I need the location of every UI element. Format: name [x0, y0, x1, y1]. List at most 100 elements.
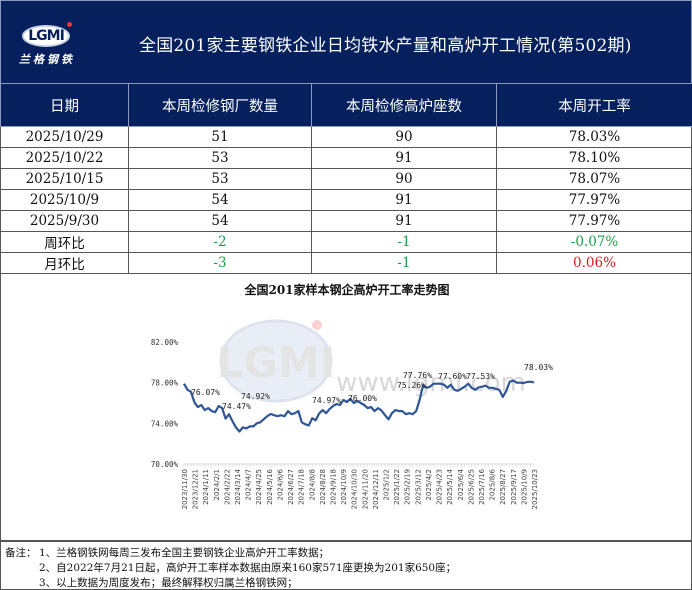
month-change-mills: -3 — [128, 252, 312, 274]
cell-date: 2025/10/29 — [0, 126, 129, 148]
note-2: 2、自2022年7月21日起，高炉开工率样本数据由原来160家571座更换为20… — [39, 562, 457, 574]
lgmi-logo: LGMI 兰格钢铁 — [17, 19, 75, 67]
x-tick-label: 2024/6/6 — [276, 468, 284, 500]
x-tick-label: 2024/10/9 — [340, 469, 348, 505]
note-3: 3、以上数据为周度发布；最终解释权归属兰格钢铁网； — [39, 577, 298, 589]
table-row: 2025/10/29 51 90 78.03% — [0, 126, 692, 148]
x-tick-label: 2025/6/4 — [457, 468, 465, 500]
month-change-rate: 0.06% — [496, 252, 692, 274]
cell-rate: 78.03% — [496, 126, 692, 148]
x-tick-label: 2024/8/8 — [308, 469, 316, 500]
data-label: 78.03% — [524, 363, 553, 372]
x-tick-label: 2025/7/16 — [478, 468, 486, 504]
data-label: 74.47% — [222, 402, 251, 411]
x-tick-label: 2024/2/1 — [213, 469, 221, 500]
cell-date: 2025/10/22 — [0, 147, 129, 169]
cell-rate: 77.97% — [496, 189, 692, 211]
line-chart: LGMI www.lgmi.com 82.00% 78.00% 74.00% 70.00%… — [151, 319, 553, 509]
cell-furnaces: 91 — [311, 189, 497, 211]
x-tick-label: 2025/8/6 — [489, 468, 497, 500]
cell-rate: 77.97% — [496, 210, 692, 232]
data-label: 76.00% — [348, 394, 377, 403]
data-label: 76.07% — [191, 388, 220, 397]
data-label: 77.60% — [438, 372, 467, 381]
y-tick-label: 78.00% — [151, 379, 179, 388]
cell-date: 2025/10/15 — [0, 168, 129, 190]
data-label: 77.53% — [466, 372, 495, 381]
x-tick-label: 2024/6/27 — [287, 469, 295, 505]
x-tick-label: 2024/4/7 — [245, 469, 253, 500]
x-tick-label: 2024/3/14 — [234, 468, 242, 504]
x-tick-label: 2024/4/25 — [255, 469, 263, 505]
furnace-data-table: 日期 本周检修钢厂数量 本周检修高炉座数 本周开工率 2025/10/29 51… — [0, 83, 692, 274]
x-tick-label: 2024/10/30 — [351, 469, 359, 509]
month-change-label: 月环比 — [0, 252, 129, 274]
x-tick-label: 2024/11/20 — [361, 469, 369, 509]
x-tick-label: 2025/1/2 — [383, 469, 391, 500]
col-header-rate: 本周开工率 — [496, 83, 692, 127]
page-title: 全国201家主要钢铁企业日均铁水产量和高炉开工情况(第502期) — [139, 36, 632, 56]
table-row: 2025/10/15 53 90 78.07% — [0, 168, 692, 190]
x-tick-label: 2024/7/18 — [298, 469, 306, 505]
cell-mills: 53 — [128, 147, 312, 169]
data-label: 74.92% — [241, 392, 270, 401]
notes-prefix: 备注： — [5, 547, 37, 559]
data-label: 74.97% — [312, 396, 341, 405]
x-tick-label: 2025/10/23 — [531, 469, 539, 509]
month-change-row: 月环比 -3 -1 0.06% — [0, 252, 692, 274]
x-tick-label: 2023/12/21 — [192, 469, 200, 509]
x-tick-label: 2025/6/25 — [467, 469, 475, 505]
table-row: 2025/9/30 54 91 77.97% — [0, 210, 692, 232]
month-change-furnaces: -1 — [311, 252, 497, 274]
logo-text-cn: 兰格钢铁 — [19, 53, 75, 66]
chart-title: 全国201家样本钢企高炉开工率走势图 — [244, 283, 450, 297]
y-tick-label: 82.00% — [151, 338, 179, 347]
week-change-label: 周环比 — [0, 231, 129, 253]
x-tick-label: 2024/12/11 — [372, 469, 380, 509]
cell-rate: 78.10% — [496, 147, 692, 169]
x-tick-label: 2024/9/18 — [329, 469, 337, 505]
cell-furnaces: 91 — [311, 147, 497, 169]
x-tick-label: 2025/2/19 — [404, 469, 412, 505]
x-tick-label: 2025/4/23 — [436, 469, 444, 505]
week-change-mills: -2 — [128, 231, 312, 253]
week-change-rate: -0.07% — [496, 231, 692, 253]
x-tick-label: 2024/5/16 — [266, 468, 274, 504]
x-tick-label: 2023/11/30 — [181, 469, 189, 509]
col-header-furnaces: 本周检修高炉座数 — [311, 83, 497, 127]
table-header-row: 日期 本周检修钢厂数量 本周检修高炉座数 本周开工率 — [0, 83, 692, 127]
title-bar: LGMI 兰格钢铁 全国201家主要钢铁企业日均铁水产量和高炉开工情况(第502… — [0, 0, 692, 84]
note-1: 1、兰格钢铁网每周三发布全国主要钢铁企业高炉开工率数据； — [39, 547, 330, 559]
x-tick-label: 2025/9/17 — [510, 469, 518, 505]
notes-section: 备注： 1、兰格钢铁网每周三发布全国主要钢铁企业高炉开工率数据； 2、自2022… — [0, 541, 692, 590]
x-tick-label: 2025/10/9 — [520, 469, 528, 505]
y-tick-label: 70.00% — [151, 460, 179, 469]
cell-mills: 53 — [128, 168, 312, 190]
watermark-logo: LGMI — [217, 319, 335, 403]
x-tick-label: 2025/4/2 — [425, 469, 433, 500]
x-tick-label: 2025/3/12 — [414, 469, 422, 505]
cell-date: 2025/10/9 — [0, 189, 129, 211]
y-tick-label: 74.00% — [151, 419, 179, 428]
logo-text-en: LGMI — [28, 28, 65, 44]
cell-furnaces: 91 — [311, 210, 497, 232]
series-line — [183, 379, 535, 433]
data-label: 77.76% — [403, 371, 432, 380]
x-tick-label: 2025/5/14 — [446, 468, 454, 504]
data-label: 75.26% — [397, 381, 426, 390]
cell-rate: 78.07% — [496, 168, 692, 190]
cell-furnaces: 90 — [311, 168, 497, 190]
x-tick-label: 2024/8/28 — [319, 469, 327, 505]
col-header-date: 日期 — [0, 83, 129, 127]
x-tick-label: 2024/2/22 — [223, 469, 231, 505]
week-change-furnaces: -1 — [311, 231, 497, 253]
table-row: 2025/10/9 54 91 77.97% — [0, 189, 692, 211]
col-header-mills: 本周检修钢厂数量 — [128, 83, 312, 127]
week-change-row: 周环比 -2 -1 -0.07% — [0, 231, 692, 253]
cell-mills: 51 — [128, 126, 312, 148]
chart-area: 全国201家样本钢企高炉开工率走势图 LGMI www.lgmi.com 82.00… — [0, 273, 692, 541]
watermark-url: www.lgmi.com — [336, 368, 526, 398]
x-tick-label: 2025/8/27 — [499, 469, 507, 505]
x-tick-label: 2025/1/22 — [393, 469, 401, 505]
table-row: 2025/10/22 53 91 78.10% — [0, 147, 692, 169]
